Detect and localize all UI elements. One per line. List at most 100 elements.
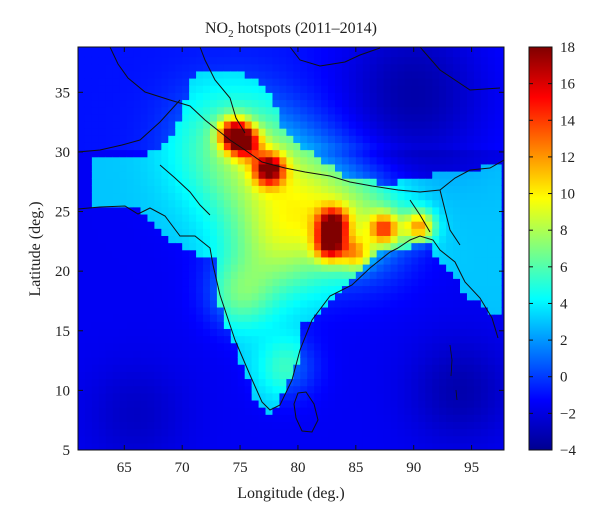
heatmap-cell bbox=[341, 213, 350, 222]
heatmap-cell bbox=[432, 221, 440, 229]
heatmap-cell bbox=[209, 242, 218, 251]
heatmap-cell bbox=[383, 264, 392, 272]
heatmap-cell bbox=[425, 306, 433, 315]
heatmap-cell bbox=[418, 371, 426, 380]
heatmap-cell bbox=[501, 371, 504, 380]
heatmap-cell bbox=[425, 364, 433, 372]
heatmap-cell bbox=[383, 428, 392, 437]
heatmap-cell bbox=[425, 428, 433, 437]
heatmap-cell bbox=[182, 120, 190, 129]
heatmap-cell bbox=[369, 199, 378, 208]
heatmap-cell bbox=[91, 314, 100, 322]
heatmap-cell bbox=[78, 142, 86, 151]
heatmap-cell bbox=[140, 378, 149, 387]
heatmap-cell bbox=[154, 442, 162, 450]
heatmap-cell bbox=[473, 249, 482, 258]
heatmap-cell bbox=[487, 221, 496, 229]
heatmap-cell bbox=[168, 156, 176, 165]
heatmap-cell bbox=[147, 299, 156, 308]
heatmap-cell bbox=[182, 142, 190, 151]
heatmap-cell bbox=[112, 306, 121, 315]
heatmap-cell bbox=[105, 399, 114, 408]
heatmap-cell bbox=[487, 213, 496, 222]
heatmap-cell bbox=[84, 271, 93, 279]
heatmap-cell bbox=[418, 199, 426, 208]
heatmap-cell bbox=[286, 213, 294, 222]
heatmap-cell bbox=[209, 385, 218, 394]
heatmap-cell bbox=[501, 278, 504, 287]
heatmap-cell bbox=[126, 357, 135, 365]
heatmap-cell bbox=[223, 385, 232, 394]
heatmap-cell bbox=[390, 228, 399, 236]
heatmap-cell bbox=[196, 285, 204, 294]
heatmap-cell bbox=[140, 256, 149, 265]
heatmap-cell bbox=[307, 299, 315, 308]
heatmap-cell bbox=[140, 249, 149, 258]
heatmap-cell bbox=[265, 392, 274, 401]
heatmap-cell bbox=[473, 56, 482, 65]
heatmap-cell bbox=[91, 364, 100, 372]
heatmap-cell bbox=[307, 92, 315, 101]
heatmap-cell bbox=[460, 371, 468, 380]
heatmap-cell bbox=[112, 135, 121, 143]
heatmap-cell bbox=[307, 442, 315, 450]
heatmap-cell bbox=[105, 128, 114, 136]
heatmap-cell bbox=[189, 235, 197, 244]
heatmap-cell bbox=[203, 385, 211, 394]
heatmap-cell bbox=[272, 199, 281, 208]
heatmap-cell bbox=[341, 56, 350, 65]
heatmap-cell bbox=[154, 314, 162, 322]
heatmap-cell bbox=[91, 221, 100, 229]
heatmap-cell bbox=[341, 299, 350, 308]
heatmap-cell bbox=[466, 199, 475, 208]
heatmap-cell bbox=[348, 163, 357, 172]
heatmap-cell bbox=[348, 278, 357, 287]
heatmap-cell bbox=[98, 392, 107, 401]
heatmap-cell bbox=[105, 407, 114, 415]
heatmap-cell bbox=[307, 213, 315, 222]
heatmap-cell bbox=[119, 306, 128, 315]
heatmap-cell bbox=[119, 99, 128, 108]
heatmap-cell bbox=[244, 371, 253, 380]
heatmap-cell bbox=[460, 249, 468, 258]
heatmap-cell bbox=[203, 92, 211, 101]
heatmap-cell bbox=[348, 92, 357, 101]
heatmap-cell bbox=[98, 135, 107, 143]
heatmap-cell bbox=[411, 306, 419, 315]
heatmap-cell bbox=[140, 335, 149, 344]
heatmap-cell bbox=[501, 70, 504, 79]
heatmap-cell bbox=[300, 285, 308, 294]
heatmap-cell bbox=[91, 335, 100, 344]
heatmap-cell bbox=[78, 357, 86, 365]
heatmap-cell bbox=[189, 292, 197, 301]
heatmap-cell bbox=[376, 142, 385, 151]
heatmap-cell bbox=[314, 392, 322, 401]
heatmap-cell bbox=[376, 364, 385, 372]
heatmap-cell bbox=[432, 256, 440, 265]
heatmap-cell bbox=[300, 85, 308, 93]
heatmap-cell bbox=[397, 235, 406, 244]
heatmap-cell bbox=[203, 399, 211, 408]
heatmap-cell bbox=[369, 364, 378, 372]
heatmap-cell bbox=[404, 92, 412, 101]
heatmap-cell bbox=[355, 378, 364, 387]
heatmap-cell bbox=[487, 49, 496, 58]
heatmap-cell bbox=[196, 199, 204, 208]
heatmap-cell bbox=[216, 271, 225, 279]
heatmap-cell bbox=[328, 235, 336, 244]
heatmap-cell bbox=[258, 113, 267, 122]
heatmap-cell bbox=[397, 357, 406, 365]
heatmap-cell bbox=[203, 228, 211, 236]
heatmap-cell bbox=[237, 335, 246, 344]
heatmap-cell bbox=[230, 364, 239, 372]
heatmap-cell bbox=[328, 149, 336, 158]
heatmap-cell bbox=[362, 399, 371, 408]
heatmap-cell bbox=[147, 106, 156, 115]
heatmap-cell bbox=[487, 242, 496, 251]
heatmap-cell bbox=[328, 171, 336, 179]
heatmap-cell bbox=[348, 285, 357, 294]
heatmap-cell bbox=[258, 49, 267, 58]
heatmap-cell bbox=[362, 314, 371, 322]
heatmap-cell bbox=[321, 321, 329, 329]
heatmap-cell bbox=[334, 428, 343, 437]
